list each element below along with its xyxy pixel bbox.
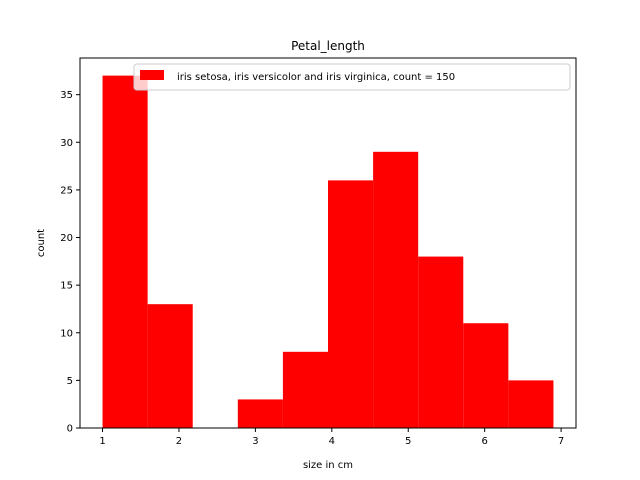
histogram-bar	[328, 180, 374, 428]
legend-swatch	[140, 70, 164, 80]
y-tick-label: 0	[67, 424, 73, 435]
histogram-bar	[237, 399, 283, 428]
y-tick-label: 30	[60, 138, 73, 149]
y-tick-label: 5	[67, 376, 73, 387]
x-tick-label: 2	[176, 436, 182, 447]
y-tick-label: 20	[60, 233, 73, 244]
histogram-bar	[373, 151, 419, 429]
y-tick-label: 10	[60, 328, 73, 339]
x-axis-ticks: 1 2 3 4 5 6 7	[99, 428, 564, 447]
x-tick-label: 1	[99, 436, 105, 447]
y-tick-label: 25	[60, 185, 73, 196]
x-axis-label: size in cm	[303, 460, 353, 471]
y-tick-label: 35	[60, 90, 73, 101]
histogram-bar	[102, 75, 148, 428]
legend-label: iris setosa, iris versicolor and iris vi…	[177, 72, 455, 83]
legend-box	[133, 63, 571, 91]
histogram-bar	[418, 256, 464, 428]
x-tick-label: 7	[558, 436, 564, 447]
legend: iris setosa, iris versicolor and iris vi…	[133, 63, 571, 91]
chart-title: Petal_length	[291, 39, 365, 53]
plot-frame	[79, 57, 577, 429]
histogram-bar	[147, 304, 193, 428]
x-tick-label: 3	[252, 436, 258, 447]
y-axis-label: count	[36, 229, 47, 257]
x-tick-label: 5	[405, 436, 411, 447]
histogram-bar	[508, 380, 554, 428]
histogram-bar	[282, 351, 328, 428]
x-tick-label: 4	[329, 436, 335, 447]
y-tick-label: 15	[60, 281, 73, 292]
x-tick-label: 6	[481, 436, 487, 447]
bars-group	[102, 75, 554, 429]
histogram-bar	[463, 323, 509, 428]
y-axis-ticks: 0 5 10 15 20 25 30 35	[60, 90, 80, 435]
